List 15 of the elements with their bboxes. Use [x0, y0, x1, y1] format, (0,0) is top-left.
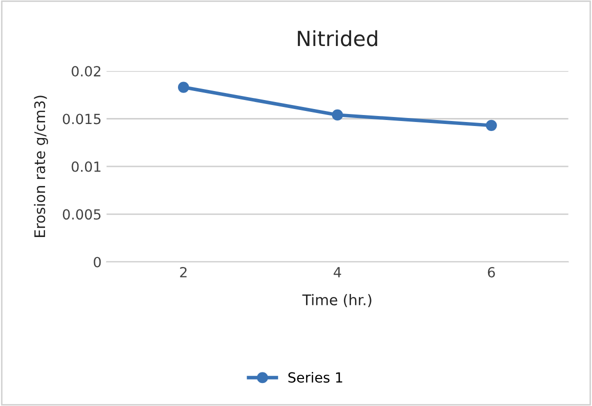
y-tick-label: 0.015	[62, 114, 100, 124]
y-axis-title: Erosion rate g/cm3)	[34, 96, 48, 237]
y-tick-label: 0.02	[72, 66, 100, 77]
y-tick-label: 0.005	[62, 209, 100, 220]
y-tick-label: 0	[94, 256, 101, 268]
x-tick-label: 4	[334, 267, 342, 278]
y-tick-label: 0.01	[72, 161, 100, 172]
point	[486, 120, 497, 131]
chart-title: Nitrided	[298, 30, 378, 46]
point	[332, 109, 343, 120]
x-axis-title: Time (hr.)	[302, 294, 372, 308]
point	[178, 82, 190, 93]
x-tick-label: 6	[488, 266, 495, 278]
x-tick-label: 2	[180, 266, 187, 278]
legend-label: Series 1	[288, 372, 342, 383]
